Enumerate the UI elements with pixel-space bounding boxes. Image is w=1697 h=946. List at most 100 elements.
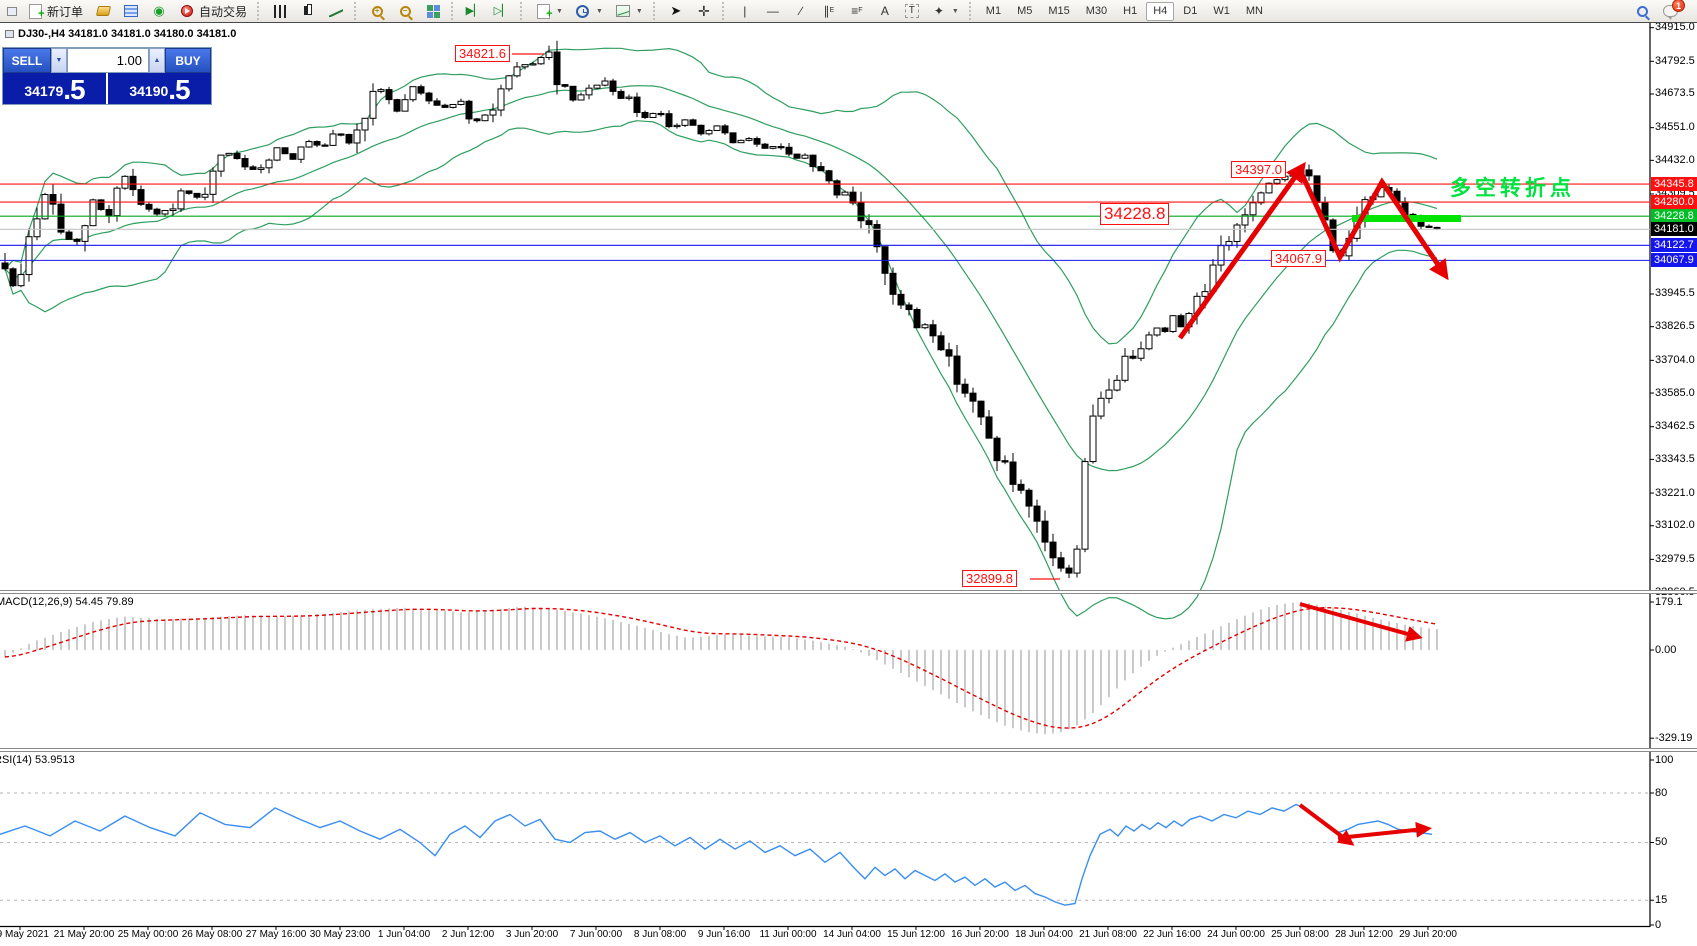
chevron-down-icon: ▼ [556,7,563,15]
time-axis-label: 15 Jun 12:00 [887,929,945,940]
text-icon: A [880,4,889,18]
zoom-in-button[interactable]: + [364,1,390,21]
macd-histogram [4,602,1438,735]
price-badge: 34181.0 [1651,222,1697,237]
toolbar-separator [354,2,359,20]
price-annotation[interactable]: 34397.0 [1231,161,1286,178]
timeframe-mn[interactable]: MN [1245,5,1263,17]
search-button[interactable] [1629,1,1655,21]
arrows-button[interactable]: ✦ ▼ [926,1,964,21]
price-annotation[interactable]: 34228.8 [1100,203,1170,225]
templates-button[interactable]: ▼ [610,1,648,21]
periods-button[interactable]: ▼ [570,1,608,21]
timeframe-m15[interactable]: M15 [1048,5,1070,17]
vertical-line-button[interactable]: | [732,1,758,21]
indicators-icon: + [535,3,553,20]
candlestick-chart-icon [300,3,316,19]
arrows-icon: ✦ [933,4,944,18]
trendline-icon: ∕ [799,4,802,18]
timeframe-h4[interactable]: H4 [1146,1,1175,21]
macd-axis-tick: 179.1 [1655,595,1683,608]
auto-trading-icon [179,3,195,19]
trend-arrow-up[interactable] [1177,161,1306,340]
timeframe-m5[interactable]: M5 [1017,5,1033,17]
chevron-down-icon: ▼ [951,7,959,15]
rsi-arrow[interactable] [1337,821,1432,840]
signals-icon: ◉ [153,3,165,18]
channel-button[interactable]: ∥ E [816,1,842,21]
volume-input[interactable]: 1.00 [67,48,149,73]
panel-separator[interactable] [0,748,1697,752]
volume-down-button[interactable]: ▼ [51,48,67,73]
panel-separator[interactable] [0,590,1697,594]
trend-arrow-zigzag[interactable] [1297,168,1449,281]
crosshair-icon: ✛ [697,3,710,19]
rsi-axis-tick: 50 [1655,836,1668,848]
cn-annotation[interactable]: 多空转折点 [1450,177,1575,200]
rsi-axis-tick: 0 [1655,918,1662,931]
sell-button[interactable]: SELL [3,48,51,73]
time-axis-label: 7 Jun 00:00 [569,929,623,940]
chart-shift-button[interactable]: ▷▏ [489,1,515,21]
sell-price[interactable]: 34179 .5 [3,73,106,104]
time-axis-label: 8 Jun 08:00 [633,929,687,940]
tile-windows-button[interactable] [420,1,446,21]
price-annotation[interactable]: 32899.8 [962,570,1017,587]
time-axis-label: 24 Jun 00:00 [1207,929,1265,940]
auto-trading-label: 自动交易 [199,4,248,19]
time-axis-label: 2 Jun 12:00 [441,929,495,940]
equidistant-channel-icon: ∥ E [823,4,835,18]
candlestick-chart-button[interactable] [295,1,321,21]
auto-trading-button[interactable]: 自动交易 [174,1,252,21]
price-divider [106,73,108,104]
toolbar-separator [451,2,456,20]
notifications-button[interactable]: 1 [1657,0,1685,21]
indicators-button[interactable]: + ▼ [530,1,568,21]
macd-arrow[interactable] [1299,602,1423,642]
toolbar-separator [257,2,262,20]
macd-axis-tick: 0.00 [1655,643,1677,656]
trendline-button[interactable]: ∕ [788,1,814,21]
time-axis-label: 30 May 23:00 [309,929,371,940]
text-button[interactable]: A [872,1,898,21]
new-order-button[interactable]: + 新订单 [22,1,88,21]
timeframe-m30[interactable]: M30 [1085,5,1108,17]
window-icon [4,3,20,19]
metaeditor-button[interactable] [90,1,116,21]
price-axis-tick: 33462.5 [1655,420,1695,433]
toolbar-separator [520,2,525,20]
line-chart-button[interactable] [323,1,349,21]
auto-scroll-button[interactable]: ▶▏ [461,1,487,21]
buy-button[interactable]: BUY [165,48,211,73]
fibonacci-button[interactable]: ≡ F [844,1,870,21]
text-label-button[interactable]: T [900,1,924,21]
buy-price-fraction: .5 [168,74,190,105]
price-axis-tick: 33945.5 [1655,287,1695,300]
price-annotation[interactable]: 34067.9 [1271,250,1326,267]
text-label-icon: T [904,4,919,18]
volume-up-button[interactable]: ▲ [149,48,165,73]
rsi-arrow[interactable] [1298,803,1355,846]
vertical-line-icon: | [743,4,747,18]
timeframe-d1[interactable]: D1 [1183,5,1198,17]
buy-price-main: 34190 [129,83,169,99]
horizontal-line-button[interactable]: — [760,1,786,21]
buy-price[interactable]: 34190 .5 [108,73,211,104]
price-annotation[interactable]: 34821.6 [455,45,510,62]
zoom-out-button[interactable]: − [392,1,418,21]
timeframe-w1[interactable]: W1 [1213,5,1230,17]
timeframe-h1[interactable]: H1 [1123,5,1138,17]
crosshair-button[interactable]: ✛ [691,1,717,21]
macd-axis-tick: -329.19 [1655,731,1693,744]
timeframe-m1[interactable]: M1 [985,5,1002,17]
chevron-down-icon: ▼ [635,7,643,15]
time-axis-label: 14 Jun 04:00 [823,929,881,940]
macd-signal-line [4,606,1438,729]
cursor-button[interactable]: ➤ [663,1,689,21]
data-window-button[interactable] [118,1,144,21]
bar-chart-button[interactable] [267,1,293,21]
time-axis-label: 16 Jun 20:00 [951,929,1009,940]
signals-button[interactable]: ◉ [146,1,172,21]
